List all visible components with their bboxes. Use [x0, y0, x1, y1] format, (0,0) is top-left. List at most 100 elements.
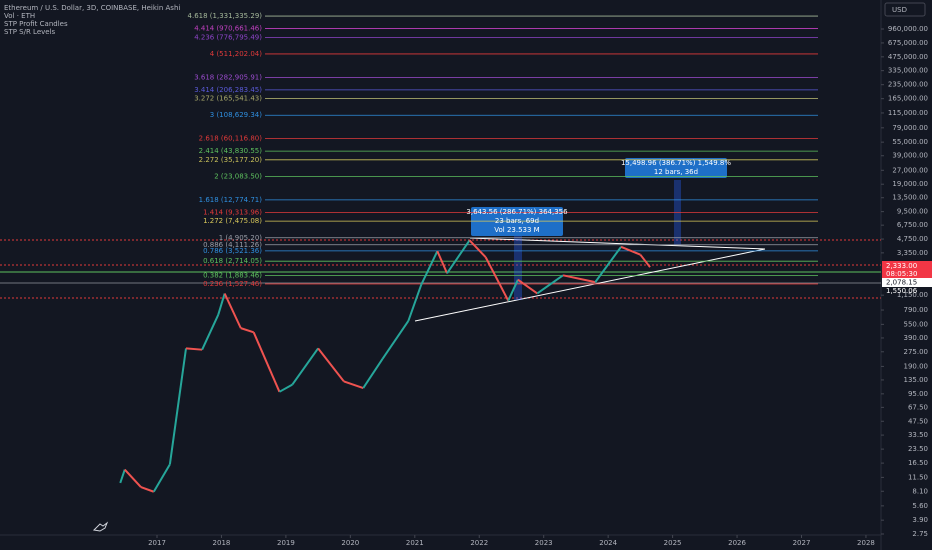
sr-lines	[0, 239, 881, 299]
y-tick-label: 19,000.00	[892, 180, 928, 188]
fib-label: 2.618 (60,116.80)	[199, 135, 263, 143]
y-tick-label: 11.50	[908, 473, 928, 481]
y-tick-label: 39,000.00	[892, 152, 928, 160]
fib-label: 3 (108,629.34)	[210, 111, 262, 119]
price-segment	[536, 274, 564, 295]
price-segment	[168, 348, 187, 465]
fib-label: 0.886 (4,111.26)	[203, 241, 262, 249]
y-tick-label: 390.00	[904, 334, 929, 342]
y-tick-label: 960,000.00	[888, 25, 928, 33]
price-segment	[317, 347, 345, 383]
fib-label: 1.272 (7,475.08)	[203, 217, 262, 225]
y-tick-label: 16.50	[908, 459, 928, 467]
x-tick-label: 2028	[857, 539, 875, 547]
indicator: STP Profit Candles	[4, 20, 68, 28]
price-tag-text: 2,078.15	[886, 279, 917, 287]
price-tag-text: 2,333.00	[886, 262, 917, 270]
y-tick-label: 67.50	[908, 403, 928, 411]
price-segment	[278, 383, 293, 393]
y-tick-label: 165,000.00	[888, 95, 928, 103]
fib-label: 1.414 (9,313.96)	[203, 208, 262, 216]
y-tick-label: 47.50	[908, 417, 928, 425]
price-segment	[484, 256, 510, 302]
measure-text: 15,498.96 (386.71%) 1,549.8%	[621, 159, 731, 167]
x-tick-label: 2017	[148, 539, 166, 547]
x-tick-label: 2022	[470, 539, 488, 547]
y-tick-label: 27,000.00	[892, 166, 928, 174]
price-segment	[185, 347, 203, 351]
price-segment	[420, 250, 439, 286]
x-tick-label: 2023	[535, 539, 553, 547]
fib-label: 1.618 (12,774.71)	[199, 196, 263, 204]
y-tick-label: 475,000.00	[888, 53, 928, 61]
y-tick-label: 23.50	[908, 445, 928, 453]
fib-label: 1 (4,905.20)	[219, 234, 263, 242]
trendline	[469, 237, 766, 250]
y-tick-label: 8.10	[912, 487, 928, 495]
currency-button[interactable]	[884, 2, 926, 17]
y-tick-label: 135.00	[904, 376, 929, 384]
price-segment	[152, 463, 171, 493]
price-segment	[620, 245, 641, 256]
y-tick-label: 235,000.00	[888, 81, 928, 89]
x-tick-label: 2021	[406, 539, 424, 547]
price-segment	[119, 469, 126, 484]
y-tick-label: 79,000.00	[892, 124, 928, 132]
fib-label: 4 (511,202.04)	[210, 50, 262, 58]
fib-label: 0.618 (2,714.05)	[203, 257, 262, 265]
price-segment	[436, 250, 448, 274]
measure-range	[514, 236, 522, 300]
y-tick-label: 275.00	[904, 348, 929, 356]
y-tick-label: 55,000.00	[892, 138, 928, 146]
fib-label: 2.414 (43,830.55)	[199, 147, 263, 155]
logo	[92, 521, 109, 532]
measure-text: 3,643.56 (286.71%) 364,356	[466, 208, 568, 216]
price-segment	[562, 274, 596, 284]
price-segment	[223, 293, 242, 329]
measure-text: 23 bars, 69d	[495, 217, 539, 225]
price-segment	[124, 468, 142, 488]
y-tick-label: 13,500.00	[892, 194, 928, 202]
y-tick-label: 6,750.00	[897, 221, 928, 229]
y-tick-label: 4,750.00	[897, 235, 928, 243]
fib-label: 3.272 (165,541.43)	[194, 95, 262, 103]
price-segment	[291, 347, 319, 386]
price-tag	[882, 278, 932, 287]
y-tick-label: 3,350.00	[897, 249, 928, 257]
fib-label: 3.618 (282,905.91)	[194, 73, 262, 81]
measure-box	[625, 158, 727, 178]
x-tick-label: 2018	[213, 539, 231, 547]
price-tag-text: 1,550.06	[886, 287, 918, 295]
y-tick-label: 190.00	[904, 362, 929, 370]
x-tick-label: 2025	[664, 539, 682, 547]
price-segment	[594, 246, 622, 283]
price-segment	[381, 320, 410, 360]
fib-label: 0.236 (1,527.46)	[203, 280, 262, 288]
header-title: Ethereum / U.S. Dollar, 3D, COINBASE, He…	[4, 4, 180, 12]
indicator: STP S/R Levels	[4, 28, 56, 36]
x-tick-label: 2024	[599, 539, 617, 547]
price-segment	[343, 380, 364, 389]
y-tick-label: 335,000.00	[888, 67, 928, 75]
currency[interactable]: USD	[892, 6, 907, 14]
y-tick-label: 95.00	[908, 390, 928, 398]
price-segment	[201, 314, 220, 351]
fib-label: 3.414 (206,283.45)	[194, 86, 262, 94]
fib-label: 0.786 (3,521.36)	[203, 247, 262, 255]
price-segment	[140, 486, 155, 493]
price-segment	[517, 278, 538, 295]
x-tick-label: 2019	[277, 539, 295, 547]
price-tag-time: 08:05:30	[886, 270, 917, 278]
price-segment	[407, 284, 423, 322]
fib-label: 2 (23,083.50)	[214, 172, 262, 180]
price-segment	[362, 358, 384, 389]
fib-label: 4.618 (1,331,335.29)	[188, 12, 263, 20]
indicator: Vol · ETH	[4, 12, 35, 20]
price-tag	[882, 261, 932, 279]
y-tick-label: 3.90	[912, 516, 928, 524]
price-segment	[217, 293, 226, 316]
y-tick-label: 550.00	[904, 320, 929, 328]
price-segment	[468, 239, 487, 258]
price-segment	[639, 254, 651, 268]
